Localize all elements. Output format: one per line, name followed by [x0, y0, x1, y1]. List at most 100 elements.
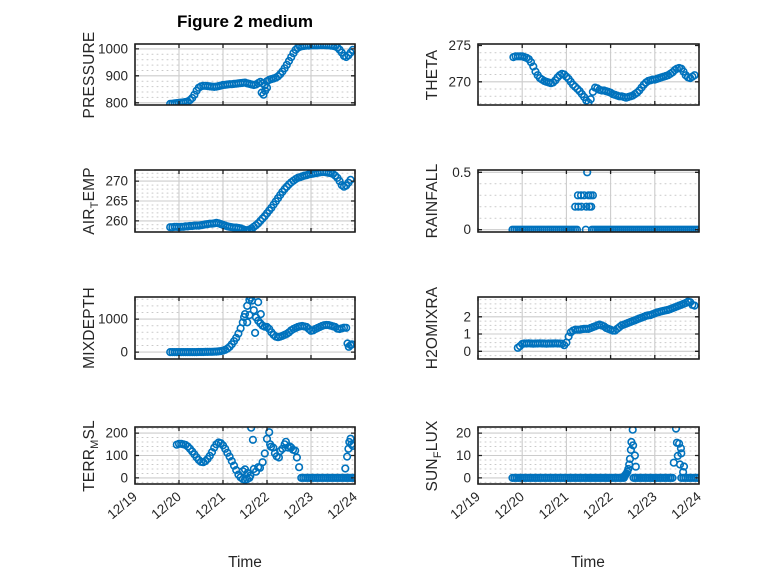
ytick-label-theta: 275	[448, 38, 471, 53]
data-point	[343, 452, 352, 461]
data-point	[630, 451, 640, 460]
data-point	[287, 53, 296, 62]
data-point	[262, 83, 272, 92]
data-point	[273, 72, 283, 81]
data-point	[690, 301, 699, 310]
ytick-label-pressure: 800	[105, 95, 128, 110]
data-point	[254, 298, 263, 307]
data-point	[207, 448, 217, 457]
subplot-rainfall: 00.5	[452, 165, 700, 237]
ylabel-text: MIXDEPTH	[81, 287, 98, 369]
data-point	[582, 96, 591, 105]
data-point	[292, 453, 302, 462]
data-point	[588, 191, 598, 200]
data-point	[185, 95, 195, 105]
data-markers-theta	[509, 52, 699, 106]
xtick-label: 12/20	[492, 489, 528, 522]
tick-marks	[134, 44, 356, 105]
data-point	[251, 221, 261, 230]
tick-marks	[134, 297, 356, 359]
ylabel-text: EMP	[81, 167, 98, 202]
data-markers-sun-flux	[508, 426, 700, 483]
ylabel-pressure: PRESSURE	[81, 31, 99, 118]
tick-marks	[477, 170, 700, 232]
ytick-label-theta: 270	[448, 74, 471, 89]
data-point	[626, 445, 636, 455]
data-markers-rainfall	[508, 169, 700, 233]
data-point	[677, 449, 686, 458]
data-point	[568, 80, 578, 89]
data-point	[251, 328, 260, 338]
major-grid	[478, 170, 699, 232]
data-point	[265, 428, 274, 437]
major-grid	[135, 170, 355, 232]
ytick-label-sun-flux: 20	[456, 426, 471, 441]
data-point	[693, 473, 700, 482]
data-point	[587, 202, 596, 211]
data-point	[259, 90, 268, 99]
data-point	[562, 72, 571, 81]
ylabel-text: AIR	[81, 208, 98, 235]
data-point	[331, 171, 340, 180]
ytick-label-air-temp: 270	[105, 174, 128, 189]
ylabel-h2omixra: H2OMIXRA	[424, 287, 442, 370]
ylabel-text: THETA	[424, 49, 441, 100]
ytick-label-rainfall: 0.5	[452, 165, 471, 180]
subplot-mixdepth: 0 1000	[98, 296, 356, 360]
ylabel-mixdepth: MIXDEPTH	[81, 287, 99, 369]
data-point	[201, 457, 210, 466]
xtick-label: 12/22	[236, 489, 272, 522]
ytick-label-h2omixra: 0	[463, 344, 471, 359]
ytick-label-sun-flux: 10	[456, 448, 471, 463]
data-point	[260, 449, 269, 458]
data-point	[586, 95, 595, 104]
subplot-terr-msl: 0 100 200 12/19 12/20 12/21 12/22 12/23 12/24	[104, 426, 360, 523]
xtick-label: 12/21	[536, 489, 572, 522]
ylabel-text: H2OMIXRA	[424, 286, 441, 370]
data-point	[571, 82, 580, 91]
data-point	[190, 90, 199, 99]
data-point	[262, 322, 272, 332]
major-grid	[478, 44, 699, 105]
data-point	[246, 471, 255, 480]
data-point	[674, 439, 684, 448]
data-point	[572, 225, 582, 233]
subplot-pressure: 800 900 1000	[98, 41, 356, 110]
axes-box	[134, 43, 356, 106]
tick-marks	[477, 427, 700, 484]
data-point	[247, 226, 256, 233]
data-point	[249, 306, 258, 315]
data-point	[248, 435, 257, 444]
data-point	[346, 175, 355, 184]
subplot-air-temp: 260 265 270	[105, 169, 356, 233]
data-point	[335, 177, 344, 186]
axes-box	[477, 296, 700, 360]
subplot-h2omixra: 0 1 2	[463, 296, 700, 360]
ylabel-text: SUN	[424, 457, 441, 492]
xtick-label: 12/24	[324, 489, 360, 523]
figure-title: Figure 2 medium	[176, 12, 314, 31]
data-point	[258, 79, 267, 88]
data-markers-air-temp	[166, 169, 355, 233]
data-point	[548, 78, 558, 87]
data-point	[276, 446, 285, 456]
data-point	[348, 45, 356, 54]
data-point	[671, 426, 681, 433]
ylabel-air-temp: AIRTEMP	[81, 167, 101, 235]
data-markers-pressure	[166, 43, 356, 106]
data-point	[628, 426, 637, 434]
data-point	[256, 310, 265, 319]
data-point	[243, 318, 252, 327]
ylabel-sun-flux: SUNFLUX	[424, 419, 444, 492]
ytick-label-rainfall: 0	[463, 222, 471, 237]
ytick-label-h2omixra: 2	[463, 309, 471, 324]
data-point	[183, 442, 192, 451]
plot-area-pressure	[135, 44, 355, 105]
ylabel-terr-msl: TERRMSL	[81, 420, 101, 492]
tick-marks	[477, 297, 700, 359]
ytick-label-air-temp: 265	[105, 194, 128, 209]
data-point	[678, 468, 688, 477]
ylabel-text: LUX	[424, 419, 441, 451]
axes-box	[477, 169, 700, 233]
